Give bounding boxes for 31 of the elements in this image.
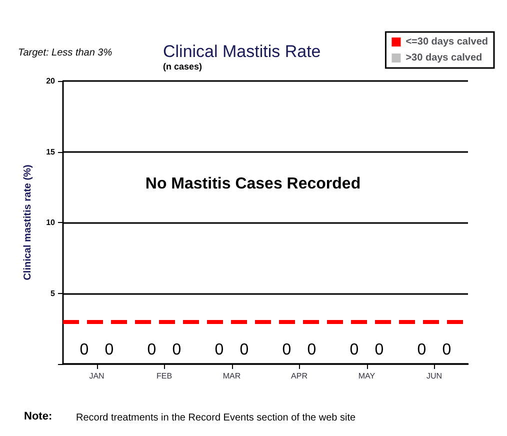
data-label: 0 [214,342,224,358]
x-tick-label: MAY [358,372,376,380]
text: Record treatments in the Record Events section of the web site [76,412,356,424]
data-label: 0 [442,342,452,358]
x-tick-label: JAN [89,372,105,380]
y-tick-label: 15 [46,147,56,156]
x-tick-label: JUN [426,372,442,380]
y-tick-label: 20 [46,76,56,86]
data-label: 0 [80,342,89,358]
x-tick-label: APR [291,372,308,380]
text: Target: Less than 3% [18,48,112,58]
data-label: 0 [240,342,249,358]
y-axis-title: Clinical mastitis rate (%) [22,164,34,280]
x-tick-label: FEB [156,372,172,380]
data-label: 0 [147,342,156,358]
data-label: 0 [350,342,359,358]
annotation: No Mastitis Cases Recorded [145,176,361,192]
data-label: 0 [307,342,316,358]
chart-title: Clinical Mastitis Rate [163,42,321,61]
text: Note: [24,410,52,422]
data-label: 0 [172,342,182,358]
y-tick-label: 5 [50,288,56,298]
data-label: 0 [417,342,426,358]
y-tick-label: 10 [46,218,56,227]
x-tick-label: MAR [222,372,241,380]
data-label: 0 [104,342,114,358]
data-label: 0 [282,342,292,358]
data-label: 0 [374,342,384,358]
legend-label: <=30 days calved [406,36,488,48]
legend-label: >30 days calved [406,52,482,64]
chart-subtitle: (n cases) [163,62,202,72]
